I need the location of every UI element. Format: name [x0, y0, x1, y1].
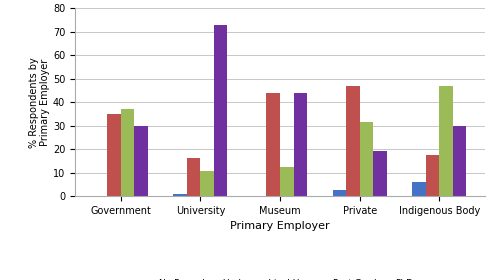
Bar: [412, 182, 426, 196]
Bar: [134, 126, 148, 196]
Bar: [200, 171, 214, 196]
X-axis label: Primary Employer: Primary Employer: [230, 221, 330, 231]
Bar: [360, 122, 373, 196]
Bar: [346, 86, 360, 196]
Bar: [266, 93, 280, 196]
Bar: [120, 109, 134, 196]
Bar: [214, 25, 228, 196]
Bar: [332, 190, 346, 196]
Bar: [426, 155, 440, 196]
Bar: [280, 167, 293, 196]
Bar: [294, 93, 307, 196]
Bar: [187, 158, 200, 196]
Bar: [174, 194, 187, 196]
Bar: [107, 114, 120, 196]
Legend: No Formal, Undergrad incl Hons, Post Grad, PhD: No Formal, Undergrad incl Hons, Post Gra…: [147, 279, 413, 280]
Bar: [453, 126, 466, 196]
Y-axis label: % Respondents by
Primary Employer: % Respondents by Primary Employer: [28, 57, 50, 148]
Bar: [373, 151, 386, 196]
Bar: [440, 86, 453, 196]
